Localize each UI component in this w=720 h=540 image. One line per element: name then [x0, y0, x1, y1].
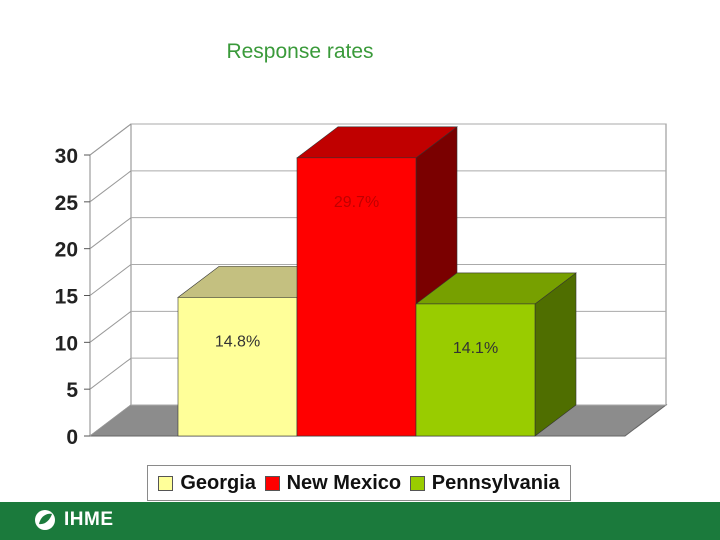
legend-swatch-georgia [158, 475, 174, 491]
bar-front [296, 157, 417, 437]
gridline-diagonal [89, 217, 132, 250]
legend-label: Georgia [180, 471, 256, 494]
legend-swatch-pennsylvania [409, 475, 425, 491]
bar-chart: 0 5 10 15 20 25 30 14.8% 29.7% 14.1% [55, 123, 668, 449]
legend-label: Pennsylvania [431, 471, 560, 494]
logo-text: IHME [64, 509, 114, 530]
bar-front [177, 297, 298, 437]
gridline-diagonal [89, 310, 132, 343]
legend-item-georgia: Georgia [158, 472, 256, 495]
gridline-diagonal [89, 170, 132, 203]
legend: Georgia New Mexico Pennsylvania [147, 465, 571, 501]
gridline-diagonal [89, 404, 132, 437]
y-tick-label: 30 [55, 145, 78, 168]
data-labels: 14.8% 29.7% 14.1% [215, 194, 498, 357]
data-label: 14.8% [215, 333, 260, 350]
data-label: 29.7% [334, 194, 379, 211]
bars [177, 126, 577, 437]
ihme-logo[interactable]: IHME [34, 509, 114, 531]
data-label: 14.1% [453, 340, 498, 357]
ihme-leaf-icon [35, 510, 55, 530]
bar-pennsylvania [415, 272, 577, 437]
y-tick-label: 20 [55, 239, 78, 262]
legend-item-pennsylvania: Pennsylvania [409, 471, 560, 495]
legend-label: New Mexico [286, 471, 402, 494]
y-tick-label: 5 [66, 379, 78, 402]
gridline-diagonal [89, 123, 132, 156]
y-axis-ticks: 0 5 10 15 20 25 30 [55, 145, 90, 449]
footer-bar: IHME [0, 502, 720, 540]
chart-title: Response rates [226, 40, 374, 63]
gridline-diagonal [89, 264, 132, 296]
legend-swatch-new-mexico [264, 475, 280, 491]
y-tick-label: 15 [55, 286, 79, 309]
y-tick-label: 10 [55, 332, 78, 355]
y-tick-label: 25 [55, 192, 79, 215]
y-tick-label: 0 [66, 426, 78, 449]
bar-front [415, 303, 536, 437]
gridline-diagonal [89, 357, 132, 390]
legend-item-new-mexico: New Mexico [264, 471, 402, 495]
